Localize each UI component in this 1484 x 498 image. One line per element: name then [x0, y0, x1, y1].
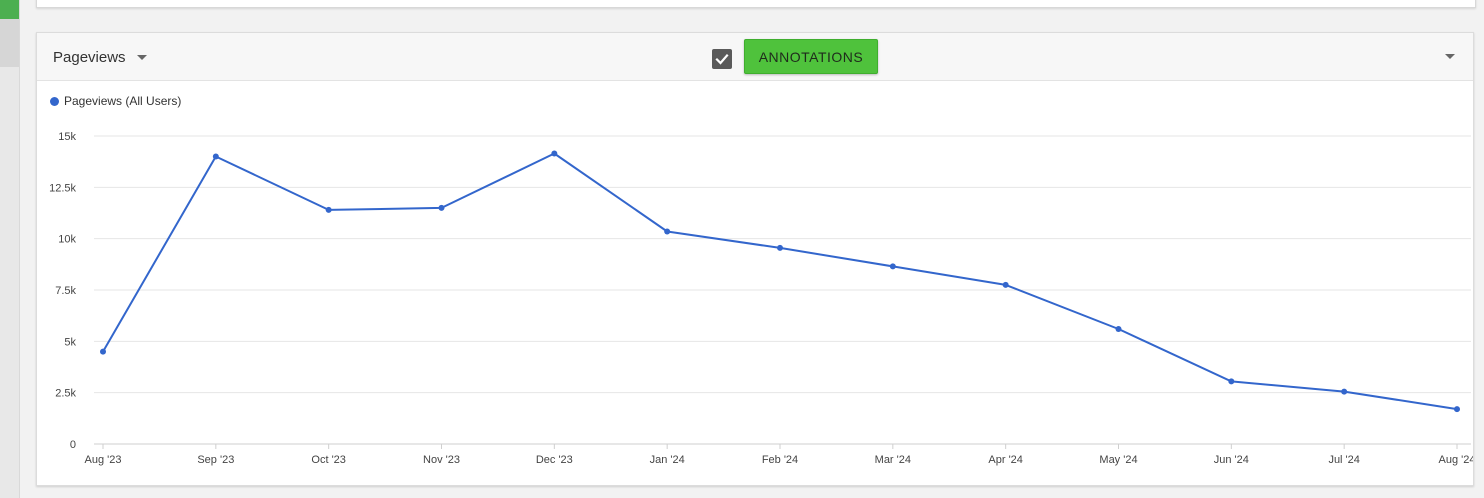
pageviews-chart-card: Pageviews ANNOTATIONS Pageviews (All Use… — [36, 32, 1474, 486]
y-tick-label: 15k — [58, 131, 76, 143]
y-tick-label: 2.5k — [55, 388, 76, 400]
x-tick-label: Jul '24 — [1328, 454, 1359, 466]
y-tick-label: 12.5k — [49, 182, 76, 194]
x-tick-label: Apr '24 — [988, 454, 1023, 466]
annotations-checkbox[interactable] — [712, 49, 732, 69]
collapse-panel-icon[interactable] — [1445, 54, 1455, 59]
data-point — [212, 153, 219, 160]
metric-dropdown-label: Pageviews — [53, 48, 126, 66]
chart-legend: Pageviews (All Users) — [50, 94, 181, 108]
legend-series-label: Pageviews (All Users) — [64, 94, 182, 108]
x-tick-label: Aug '23 — [85, 454, 122, 466]
data-point — [1341, 388, 1348, 395]
data-point — [1454, 406, 1460, 413]
x-tick-label: Jun '24 — [1214, 454, 1249, 466]
x-tick-label: Mar '24 — [875, 454, 911, 466]
data-point — [551, 150, 558, 157]
x-tick-label: Oct '23 — [311, 454, 346, 466]
series-line — [102, 152, 1458, 411]
x-tick-label: Feb '24 — [762, 454, 798, 466]
data-point — [664, 228, 671, 235]
data-point — [100, 348, 106, 355]
sidebar-accent — [0, 0, 19, 19]
checkmark-icon — [715, 53, 729, 65]
data-point — [1228, 378, 1235, 385]
x-tick-label: May '24 — [1099, 454, 1137, 466]
data-point — [889, 263, 896, 270]
data-point — [325, 206, 332, 213]
data-point — [777, 244, 783, 251]
x-tick-label: Dec '23 — [536, 454, 573, 466]
y-tick-label: 5k — [64, 336, 76, 348]
data-point — [1115, 326, 1122, 333]
legend-series-marker — [50, 96, 59, 106]
chevron-down-icon — [136, 54, 147, 60]
data-point — [438, 204, 445, 211]
y-tick-label: 7.5k — [55, 285, 76, 297]
card-header: Pageviews ANNOTATIONS — [37, 33, 1473, 81]
sidebar-selected-item[interactable] — [0, 19, 19, 67]
metric-dropdown[interactable]: Pageviews — [53, 46, 147, 68]
previous-card — [36, 0, 1476, 8]
x-tick-label: Sep '23 — [197, 454, 234, 466]
data-point — [1002, 281, 1009, 288]
y-tick-label: 0 — [70, 439, 76, 451]
x-tick-label: Aug '24 — [1439, 454, 1473, 466]
annotations-button[interactable]: ANNOTATIONS — [744, 39, 878, 74]
pageviews-line-chart: 0 2.5k 5k 7.5k 10k 12.5k 15k Aug '23 Sep '23 Oct … — [49, 131, 1473, 466]
x-tick-label: Jan '24 — [650, 454, 685, 466]
chart-series — [100, 150, 1460, 413]
x-tick-label: Nov '23 — [423, 454, 460, 466]
chart-axes: 0 2.5k 5k 7.5k 10k 12.5k 15k Aug '23 Sep '23 Oct … — [49, 131, 1473, 466]
y-tick-label: 10k — [58, 234, 76, 246]
chart-gridlines — [94, 135, 1471, 445]
left-sidebar — [0, 0, 20, 498]
